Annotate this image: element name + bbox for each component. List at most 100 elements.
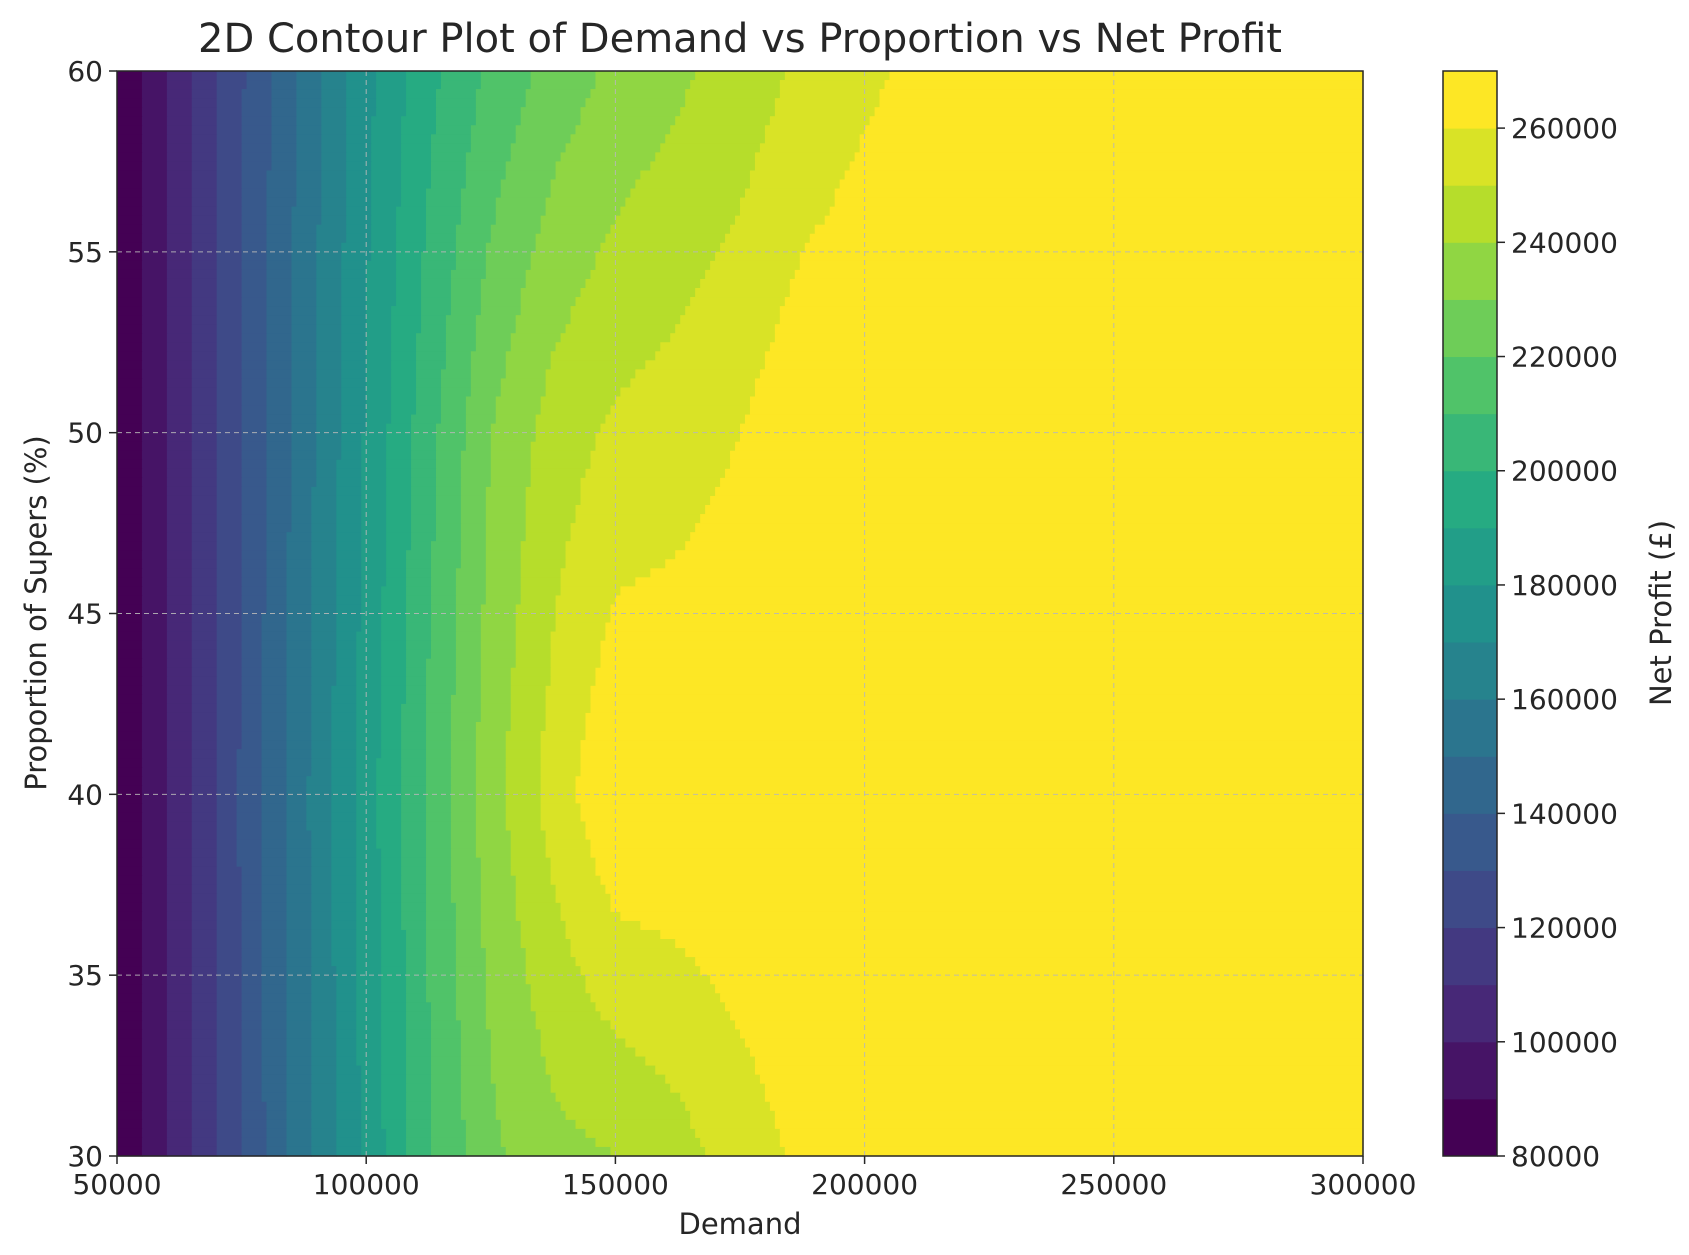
contour-cell	[261, 993, 288, 1003]
contour-cell	[216, 649, 243, 660]
contour-cell	[117, 722, 143, 732]
contour-cell	[241, 468, 268, 479]
contour-cell	[490, 450, 532, 461]
contour-cell	[635, 577, 1364, 587]
colorbar-tick-label: 140000	[1511, 797, 1618, 830]
contour-cell	[191, 803, 218, 814]
contour-cell	[426, 233, 457, 244]
contour-cell	[670, 1083, 766, 1094]
contour-cell	[490, 432, 537, 443]
contour-cell	[117, 1002, 143, 1012]
contour-cell	[879, 98, 1364, 108]
contour-cell	[460, 468, 492, 479]
contour-cell	[485, 523, 527, 533]
contour-cell	[166, 116, 193, 126]
contour-cell	[311, 658, 337, 669]
contour-cell	[430, 1092, 462, 1103]
contour-cell	[241, 450, 268, 461]
contour-cell	[241, 685, 263, 696]
contour-cell	[779, 315, 1364, 325]
contour-cell	[241, 143, 273, 153]
contour-cell	[166, 613, 193, 624]
contour-cell	[485, 251, 532, 262]
contour-cell	[236, 758, 263, 768]
contour-cell	[216, 685, 243, 696]
contour-cell	[331, 703, 357, 714]
contour-cell	[166, 857, 193, 868]
contour-cell	[216, 1119, 243, 1130]
contour-cell	[435, 107, 477, 117]
contour-cell	[261, 631, 288, 642]
contour-cell	[141, 568, 168, 578]
contour-cell	[341, 450, 362, 461]
contour-cell	[261, 794, 288, 804]
contour-cell	[241, 134, 273, 144]
contour-cell	[241, 532, 268, 542]
contour-cell	[117, 848, 143, 859]
contour-cell	[535, 432, 597, 443]
contour-cell	[540, 1038, 626, 1049]
contour-cell	[485, 550, 522, 560]
contour-cell	[386, 468, 412, 479]
contour-cell	[166, 170, 193, 181]
contour-cell	[435, 486, 462, 497]
contour-cell	[550, 631, 607, 642]
contour-cell	[406, 1065, 432, 1076]
contour-cell	[381, 694, 407, 705]
contour-cell	[386, 559, 407, 569]
contour-cell	[406, 622, 432, 633]
contour-cell	[321, 80, 347, 90]
contour-cell	[450, 776, 477, 786]
contour-cell	[191, 586, 218, 597]
contour-cell	[191, 821, 218, 832]
contour-cell	[730, 459, 1364, 470]
contour-cell	[356, 640, 382, 651]
contour-cell	[361, 1083, 382, 1094]
contour-cell	[266, 1137, 288, 1148]
contour-cell	[141, 1056, 168, 1067]
contour-cell	[241, 957, 263, 967]
contour-cell	[266, 288, 293, 298]
colorbar-tick-label: 200000	[1511, 455, 1618, 488]
contour-cell	[381, 622, 407, 633]
contour-cell	[141, 848, 168, 859]
contour-cell	[241, 740, 263, 750]
contour-cell	[311, 948, 332, 958]
contour-cell	[381, 884, 402, 895]
contour-cell	[545, 848, 592, 859]
contour-cell	[336, 1110, 362, 1121]
contour-cell	[426, 740, 452, 750]
contour-cell	[141, 432, 168, 443]
contour-cell	[141, 523, 168, 533]
contour-cell	[411, 423, 437, 434]
contour-cell	[426, 658, 457, 669]
contour-cell	[241, 495, 268, 506]
contour-cell	[266, 414, 293, 425]
contour-cell	[480, 929, 522, 940]
contour-cell	[166, 658, 193, 669]
contour-cell	[460, 1083, 497, 1094]
contour-cell	[361, 1101, 382, 1112]
contour-cell	[166, 1083, 193, 1094]
contour-cell	[495, 1110, 567, 1121]
contour-cell	[645, 360, 766, 370]
contour-cell	[406, 658, 427, 669]
contour-cell	[475, 333, 512, 343]
contour-cell	[465, 423, 492, 434]
contour-cell	[141, 694, 168, 705]
contour-cell	[261, 984, 288, 994]
contour-cell	[331, 731, 357, 741]
contour-cell	[475, 839, 512, 850]
contour-cell	[640, 920, 1364, 931]
contour-cell	[450, 306, 482, 316]
contour-cell	[266, 233, 293, 244]
contour-cell	[356, 884, 382, 895]
contour-cell	[191, 731, 218, 741]
contour-cell	[141, 215, 168, 226]
contour-cell	[117, 450, 143, 461]
contour-cell	[346, 224, 372, 235]
contour-cell	[117, 1074, 143, 1085]
contour-cell	[336, 1011, 357, 1021]
contour-cell	[430, 622, 457, 633]
contour-cell	[525, 269, 592, 280]
